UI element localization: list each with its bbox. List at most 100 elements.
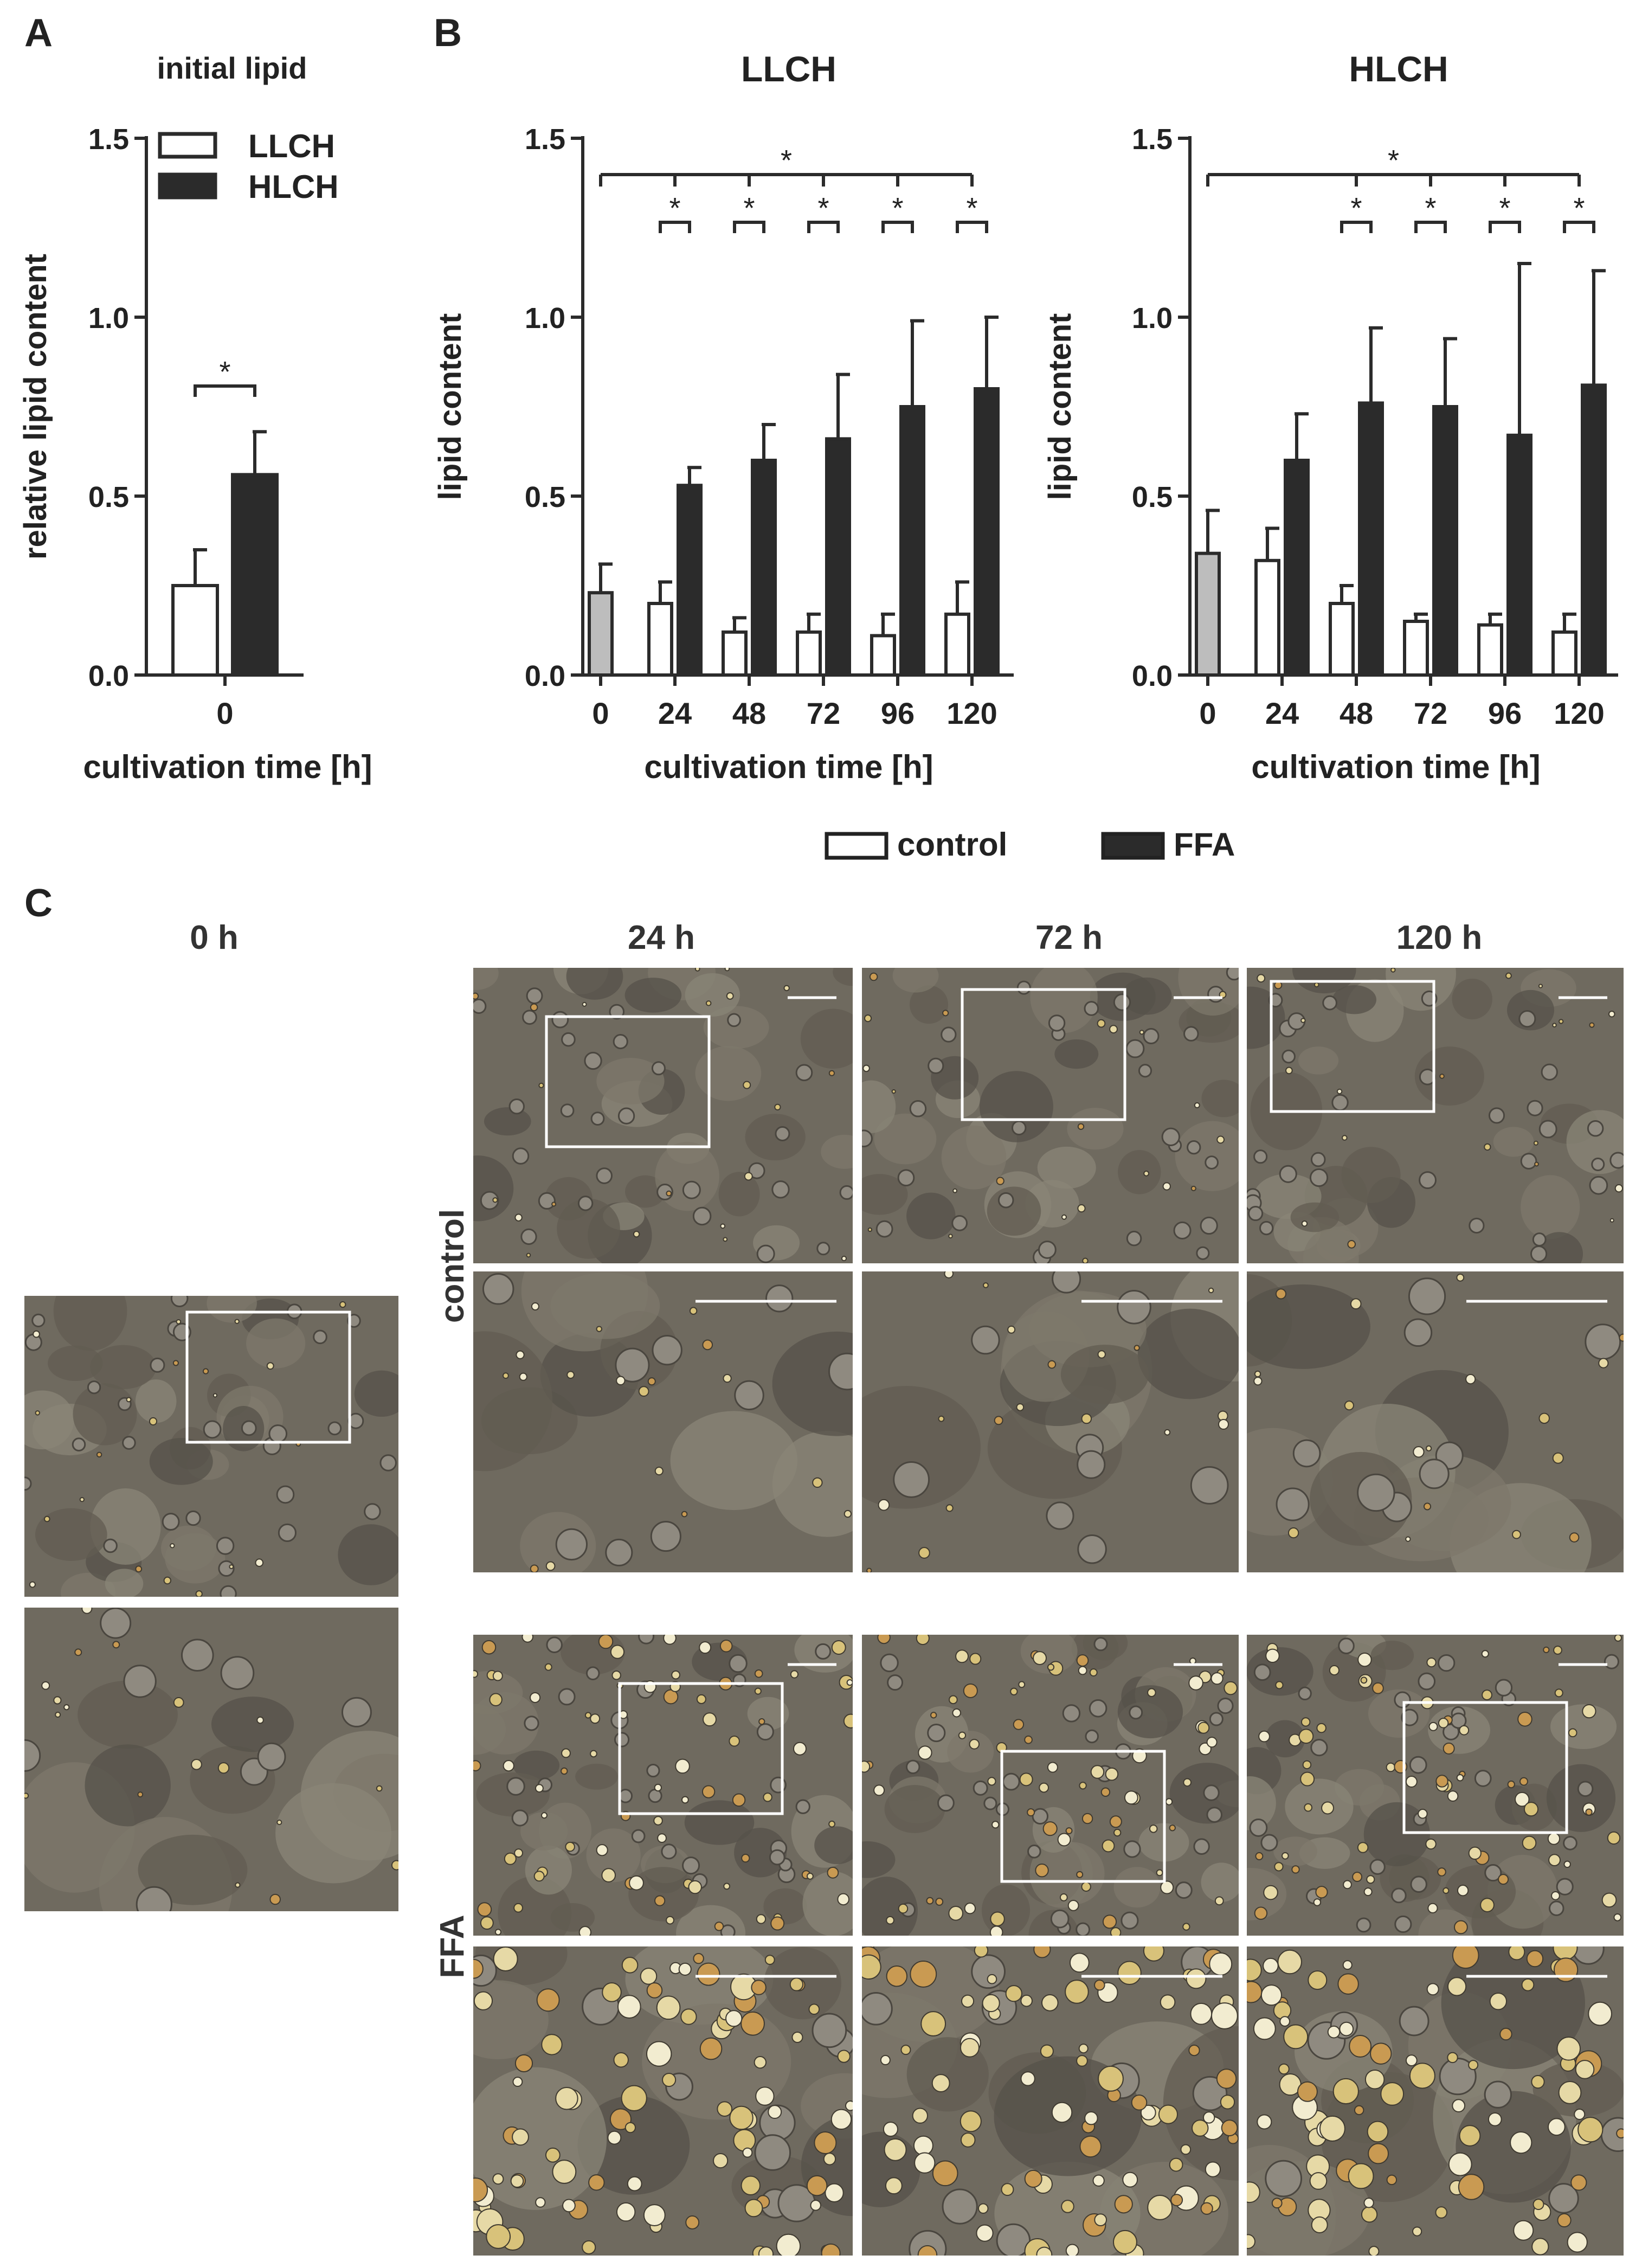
- lipid-droplet: [53, 1696, 62, 1705]
- cell-nucleus: [1437, 1654, 1456, 1672]
- lipid-droplet: [1347, 1240, 1356, 1249]
- cell-body: [695, 1046, 762, 1101]
- lipid-droplet: [702, 1339, 713, 1351]
- cell-body: [1452, 978, 1492, 1020]
- lipid-droplet: [640, 1968, 658, 1985]
- cell-nucleus: [1253, 1663, 1271, 1681]
- lipid-droplet: [1162, 1182, 1171, 1191]
- lipid-droplet: [1563, 1860, 1571, 1868]
- lipid-droplet: [79, 1497, 85, 1502]
- lipid-droplet: [1607, 1831, 1621, 1845]
- cell-nucleus: [473, 998, 487, 1014]
- lipid-droplet: [588, 2174, 605, 2191]
- lipid-droplet: [1418, 1809, 1428, 1819]
- lipid-droplet: [391, 1860, 398, 1871]
- lipid-droplet: [1285, 1066, 1293, 1075]
- lipid-droplet: [1040, 2044, 1054, 2058]
- lipid-droplet: [1570, 2174, 1587, 2191]
- lipid-droplet: [514, 1213, 523, 1222]
- cell-body: [1054, 1039, 1099, 1069]
- cell-nucleus: [1062, 1704, 1081, 1723]
- lipid-droplet: [920, 2011, 946, 2036]
- column-label-120h: 120 h: [1396, 919, 1483, 956]
- lipid-droplet: [996, 1177, 1004, 1185]
- cell-nucleus: [1604, 1654, 1619, 1669]
- lipid-droplet: [918, 1547, 930, 1559]
- lipid-droplet: [1169, 1824, 1176, 1832]
- lipid-droplet: [1076, 1871, 1084, 1878]
- lipid-droplet: [1253, 1377, 1263, 1386]
- lipid-droplet: [1523, 1802, 1539, 1817]
- lipid-droplet: [789, 1977, 803, 1991]
- lipid-droplet: [884, 2138, 907, 2161]
- lipid-droplet: [1386, 2174, 1398, 2186]
- significance-star-120: *: [1573, 192, 1585, 224]
- lipid-droplet: [1456, 1273, 1465, 1282]
- lipid-droplet: [492, 1671, 503, 1681]
- cell-nucleus: [558, 1688, 576, 1706]
- lipid-droplet: [1552, 1023, 1557, 1027]
- lipid-droplet: [638, 1386, 649, 1397]
- cell-nucleus: [875, 1220, 893, 1238]
- cell-nucleus: [795, 1064, 813, 1082]
- lipid-droplet: [195, 1590, 203, 1597]
- cell-nucleus: [1038, 1241, 1057, 1259]
- lipid-droplet: [1342, 1135, 1348, 1141]
- cell-nucleus: [1518, 1010, 1536, 1028]
- y-tick-label: 1.5: [88, 123, 129, 156]
- cell-body: [862, 1080, 896, 1133]
- cell-nucleus: [24, 1739, 41, 1772]
- lipid-droplet: [653, 1816, 663, 1826]
- cell-nucleus: [1408, 1277, 1446, 1315]
- lipid-droplet: [1552, 1452, 1564, 1464]
- lipid-droplet: [1588, 2001, 1612, 2026]
- lipid-droplet: [944, 1271, 954, 1278]
- panel-label-b: B: [434, 11, 462, 55]
- lipid-droplet: [1081, 1813, 1093, 1824]
- lipid-droplet: [516, 1350, 525, 1359]
- lipid-droplet: [1304, 1803, 1312, 1812]
- cell-nucleus: [650, 1520, 681, 1552]
- lipid-droplet: [1553, 1957, 1579, 1982]
- lipid-droplet: [1360, 1676, 1368, 1684]
- cell-body: [1247, 1776, 1276, 1830]
- panel-label-a: A: [24, 11, 53, 55]
- cell-nucleus: [1173, 1221, 1192, 1239]
- cell-nucleus: [880, 1653, 899, 1673]
- cell-nucleus: [278, 1523, 297, 1543]
- lipid-droplet: [646, 1982, 663, 1999]
- lipid-droplet: [1042, 1821, 1058, 1836]
- cell-nucleus: [100, 1608, 132, 1639]
- cell-nucleus: [551, 1011, 569, 1029]
- cell-nucleus: [638, 1635, 655, 1644]
- lipid-droplet: [1131, 2094, 1148, 2111]
- cell-nucleus: [1129, 1705, 1143, 1720]
- lipid-droplet: [494, 1929, 502, 1936]
- lipid-droplet: [1512, 1530, 1521, 1539]
- cell-nucleus: [511, 1809, 529, 1827]
- lipid-droplet: [1344, 1400, 1354, 1411]
- lipid-droplet: [629, 1875, 644, 1891]
- lipid-droplet: [35, 1410, 41, 1416]
- cell-nucleus: [893, 1461, 930, 1498]
- cell-body: [1067, 1108, 1124, 1150]
- lipid-droplet: [723, 1237, 728, 1242]
- lipid-droplet: [584, 1712, 591, 1719]
- lipid-droplet: [1057, 1833, 1071, 1847]
- significance-star-72: *: [817, 192, 829, 224]
- legend-swatch-hlch: [158, 172, 217, 200]
- lipid-droplet: [1160, 1994, 1176, 2010]
- micrograph-texture: [24, 1608, 398, 1911]
- cell-body: [979, 1071, 1053, 1142]
- lipid-droplet: [657, 1833, 667, 1843]
- cell-nucleus: [973, 1780, 988, 1796]
- cell-nucleus: [1484, 1864, 1502, 1882]
- bar-control-96: [870, 634, 896, 677]
- lipid-droplet: [1216, 1135, 1225, 1144]
- lipid-droplet: [473, 1670, 479, 1678]
- lipid-droplet: [754, 2055, 767, 2069]
- lipid-droplet: [1547, 1832, 1561, 1845]
- lipid-droplet: [1209, 1952, 1233, 1976]
- lipid-droplet: [1489, 1992, 1508, 2010]
- significance-star: *: [219, 356, 230, 388]
